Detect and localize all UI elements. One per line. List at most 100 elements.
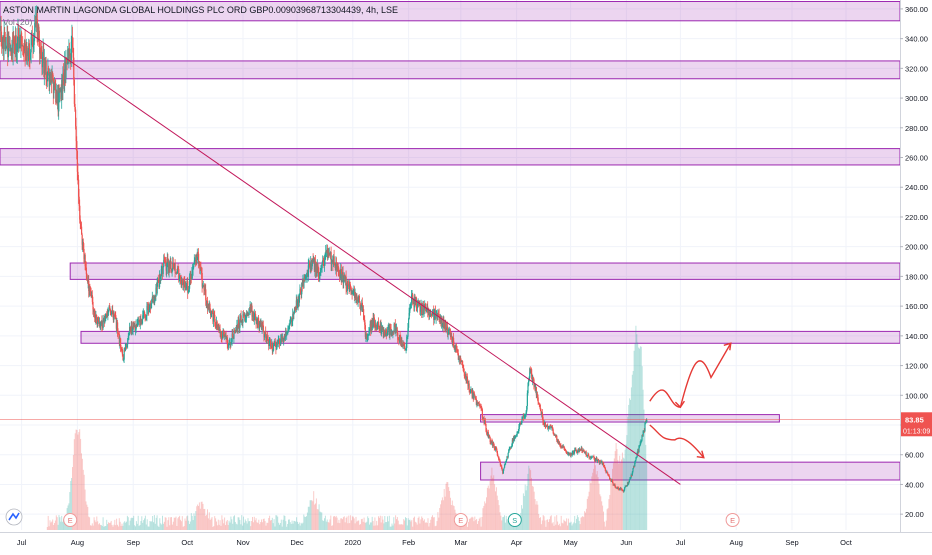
candle-body[interactable] [317,264,319,268]
candle-body[interactable] [558,440,560,444]
candle-body[interactable] [607,472,609,475]
candle-body[interactable] [181,281,183,283]
candle-body[interactable] [585,451,587,456]
candle-body[interactable] [432,312,434,315]
candle-body[interactable] [31,36,33,40]
candle-body[interactable] [13,36,15,46]
candle-body[interactable] [591,456,593,458]
candle-body[interactable] [259,322,261,329]
candle-body[interactable] [638,446,640,453]
candle-body[interactable] [594,457,596,460]
candle-body[interactable] [9,43,11,52]
candle-body[interactable] [264,335,266,338]
candle-body[interactable] [248,309,250,315]
candle-body[interactable] [608,474,610,477]
candle-body[interactable] [456,348,458,351]
candle-body[interactable] [399,334,401,339]
candle-body[interactable] [60,88,62,100]
candle-body[interactable] [184,281,186,287]
candle-body[interactable] [364,319,366,326]
candle-body[interactable] [277,339,279,344]
candle-body[interactable] [90,292,92,296]
candle-body[interactable] [142,315,144,320]
candle-body[interactable] [185,284,187,289]
bearish-scenario-arrow[interactable] [649,424,705,459]
candle-body[interactable] [54,81,56,88]
candle-body[interactable] [629,478,631,480]
candle-body[interactable] [627,482,629,486]
candle-body[interactable] [573,451,575,455]
candle-body[interactable] [244,315,246,321]
candle-body[interactable] [4,32,6,39]
candle-body[interactable] [645,420,647,422]
candle-body[interactable] [247,312,249,315]
candle-body[interactable] [42,56,44,68]
candle-body[interactable] [405,347,407,350]
candle-body[interactable] [612,483,614,485]
candle-body[interactable] [159,274,161,288]
candle-body[interactable] [238,319,240,326]
candle-body[interactable] [253,315,255,321]
candle-body[interactable] [171,268,173,273]
candle-body[interactable] [532,377,534,382]
candle-body[interactable] [40,51,42,59]
candle-body[interactable] [636,453,638,458]
candle-body[interactable] [424,304,426,309]
candle-body[interactable] [244,319,246,321]
candle-body[interactable] [645,420,647,424]
candle-body[interactable] [405,349,407,350]
candle-body[interactable] [397,339,399,341]
candle-body[interactable] [192,269,194,273]
candle-body[interactable] [220,331,222,334]
candle-body[interactable] [263,331,265,338]
candle-body[interactable] [435,315,437,319]
candle-body[interactable] [364,325,366,337]
candle-body[interactable] [473,393,475,399]
candle-body[interactable] [124,349,126,351]
candle-body[interactable] [328,253,330,256]
candle-body[interactable] [199,261,201,269]
candle-body[interactable] [305,277,307,280]
candle-body[interactable] [268,340,270,346]
candle-body[interactable] [267,336,269,340]
candle-body[interactable] [543,422,545,425]
candle-body[interactable] [396,327,398,333]
candle-body[interactable] [502,469,504,474]
candle-body[interactable] [597,459,599,461]
candle-body[interactable] [36,12,38,31]
candle-body[interactable] [135,324,137,330]
candle-body[interactable] [132,330,134,332]
candle-body[interactable] [220,331,222,338]
candle-body[interactable] [540,410,542,415]
candle-body[interactable] [403,343,405,344]
candle-body[interactable] [148,303,150,312]
candle-body[interactable] [288,326,290,328]
candle-body[interactable] [222,335,224,339]
candle-body[interactable] [387,330,389,336]
candle-body[interactable] [177,267,179,270]
candle-body[interactable] [474,395,476,397]
candle-body[interactable] [213,313,215,315]
earnings-event-marker[interactable] [63,513,78,527]
candle-body[interactable] [144,314,146,317]
candle-body[interactable] [200,267,202,271]
candle-body[interactable] [275,344,277,350]
candle-body[interactable] [640,440,642,442]
candle-body[interactable] [218,324,220,332]
candle-body[interactable] [621,489,623,491]
candle-body[interactable] [219,329,221,334]
candle-body[interactable] [316,264,318,273]
candle-body[interactable] [577,450,579,453]
candle-body[interactable] [126,344,128,348]
candle-body[interactable] [489,435,491,438]
candle-body[interactable] [480,406,482,409]
candle-body[interactable] [419,303,421,312]
candle-body[interactable] [563,446,565,448]
candle-body[interactable] [516,431,518,436]
candle-body[interactable] [633,466,635,468]
candle-body[interactable] [175,272,177,274]
candle-body[interactable] [401,339,403,347]
candle-body[interactable] [1,40,3,44]
candle-body[interactable] [108,310,110,313]
candle-body[interactable] [457,353,459,360]
